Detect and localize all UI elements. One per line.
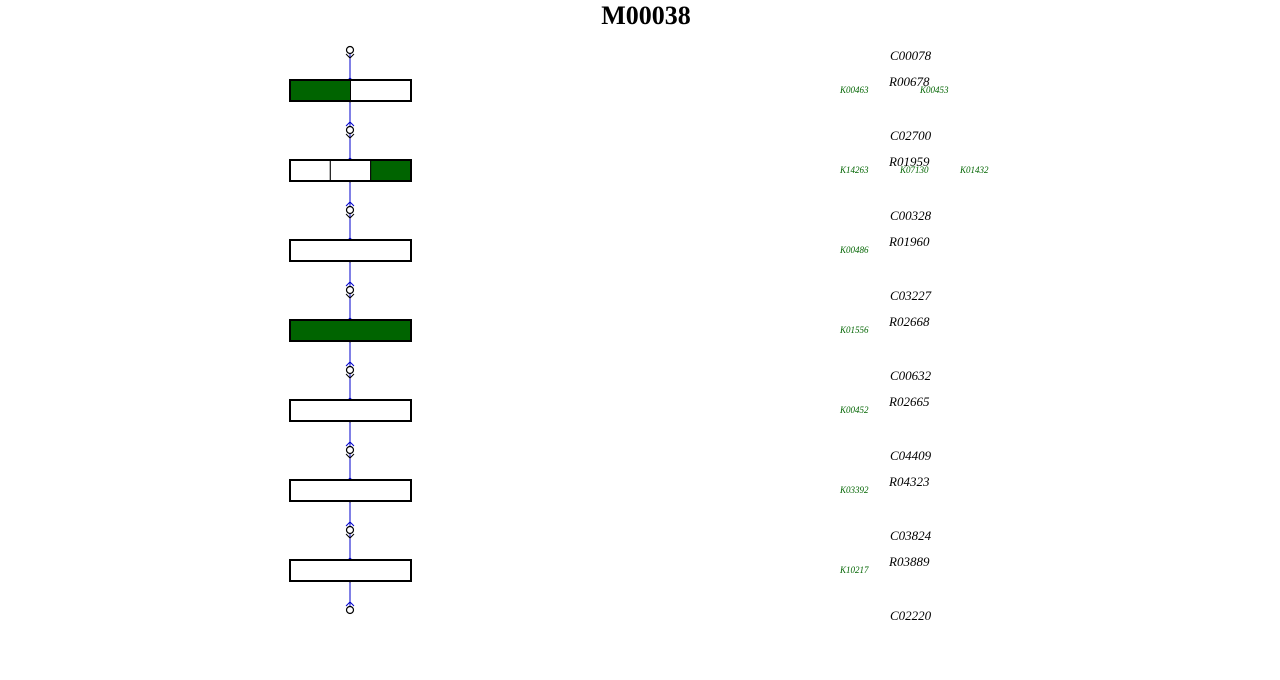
- arrow-head: [345, 533, 355, 539]
- arrow-head: [345, 121, 355, 127]
- ortholog-label: K03392: [839, 485, 869, 495]
- ortholog-label: K01432: [959, 165, 989, 175]
- arrow-head: [345, 213, 355, 219]
- reaction-box: [289, 239, 412, 262]
- compound-node: [345, 525, 355, 535]
- compound-label: C03824: [890, 528, 932, 543]
- compound-label: C03227: [890, 288, 932, 303]
- ortholog-label: K00486: [839, 245, 869, 255]
- arrow-head: [345, 373, 355, 379]
- ortholog-label: K01556: [839, 325, 869, 335]
- ortholog-label: K00452: [839, 405, 869, 415]
- compound-node: [345, 125, 355, 135]
- reaction-label: R01960: [888, 234, 930, 249]
- compound-label: C00328: [890, 208, 932, 223]
- title: M00038: [601, 1, 691, 30]
- arrow-head: [345, 521, 355, 527]
- compound-node: [345, 285, 355, 295]
- reaction-label: R02668: [888, 314, 930, 329]
- arrow-head: [345, 293, 355, 299]
- arrow-head: [345, 53, 355, 59]
- arrow-head: [345, 453, 355, 459]
- compound-node: [345, 45, 355, 55]
- ortholog-box: [289, 479, 412, 502]
- compound-label: C02700: [890, 128, 932, 143]
- ortholog-box: [289, 559, 412, 582]
- compound-node: [345, 205, 355, 215]
- arrow-head: [345, 133, 355, 139]
- ortholog-label: K10217: [839, 565, 869, 575]
- compound-label: C00632: [890, 368, 932, 383]
- arrow-head: [345, 441, 355, 447]
- reaction-label: R03889: [888, 554, 930, 569]
- reaction-box: [289, 559, 412, 582]
- compound-node: [345, 365, 355, 375]
- ortholog-box: [289, 399, 412, 422]
- arrow-head: [345, 361, 355, 367]
- ortholog-label: K00453: [919, 85, 949, 95]
- compound-label: C04409: [890, 448, 932, 463]
- reaction-box: [289, 319, 412, 342]
- ortholog-box: [289, 319, 412, 342]
- reaction-box: [289, 79, 412, 102]
- reaction-label: R04323: [888, 474, 930, 489]
- compound-node: [345, 605, 355, 615]
- ortholog-box: [289, 239, 412, 262]
- arrow-head: [345, 281, 355, 287]
- ortholog-box: [329, 159, 372, 182]
- ortholog-box: [350, 79, 412, 102]
- reaction-label: R00678: [888, 74, 930, 89]
- ortholog-box: [289, 79, 351, 102]
- ortholog-label: K14263: [839, 165, 869, 175]
- reaction-label: R01959: [888, 154, 930, 169]
- compound-label: C02220: [890, 608, 932, 623]
- reaction-box: [289, 399, 412, 422]
- arrow-head: [345, 601, 355, 607]
- ortholog-box: [289, 159, 331, 182]
- reaction-label: R02665: [888, 394, 930, 409]
- arrow-head: [345, 201, 355, 207]
- ortholog-label: K00463: [839, 85, 869, 95]
- compound-node: [345, 445, 355, 455]
- ortholog-box: [370, 159, 412, 182]
- reaction-box: [289, 479, 412, 502]
- ortholog-label: K07130: [899, 165, 929, 175]
- reaction-box: [289, 159, 412, 182]
- compound-label: C00078: [890, 48, 932, 63]
